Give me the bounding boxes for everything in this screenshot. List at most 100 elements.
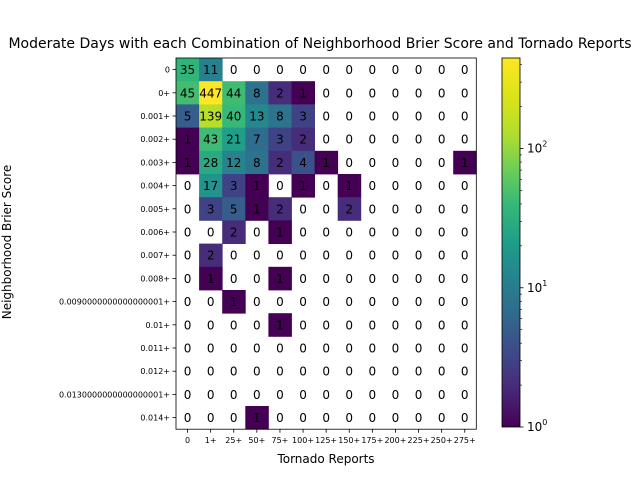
cell-value-label: 4 [299,156,307,170]
cell-value-label: 0 [299,318,307,332]
cell-value-label: 0 [392,295,400,309]
cell-value-label: 0 [345,411,353,425]
cell-value-label: 0 [461,179,469,193]
cell-value-label: 0 [322,63,330,77]
cell-value-label: 0 [322,249,330,263]
cell-value-label: 2 [230,226,238,240]
cell-value-label: 1 [276,318,284,332]
cell-value-label: 0 [438,411,446,425]
cell-value-label: 0 [415,179,423,193]
cell-value-label: 0 [369,411,377,425]
heatmap-cell [291,150,315,175]
cell-value-label: 28 [203,156,218,170]
cell-value-label: 0 [415,226,423,240]
heatmap-cell [291,127,315,152]
cell-value-label: 2 [345,202,353,216]
heatmap-cell [176,127,200,152]
heatmap-cell [176,58,200,82]
cell-value-label: 0 [322,202,330,216]
cell-value-label: 0 [345,249,353,263]
heatmap-cell [222,150,246,175]
cell-value-label: 2 [276,86,284,100]
cell-value-label: 0 [369,202,377,216]
cell-value-label: 0 [184,342,192,356]
cell-value-label: 1 [184,133,192,147]
cell-value-label: 0 [392,110,400,124]
cell-value-label: 0 [438,86,446,100]
cell-value-label: 3 [230,179,238,193]
cell-value-label: 0 [345,110,353,124]
cell-value-label: 0 [392,179,400,193]
cell-value-label: 0 [207,388,215,402]
cell-value-label: 0 [461,411,469,425]
cell-value-label: 0 [276,249,284,263]
y-tick-label: 0.001+ [140,112,170,121]
cell-value-label: 17 [203,179,218,193]
cell-value-label: 0 [276,342,284,356]
heatmap-cell [222,81,246,105]
cell-value-label: 0 [276,63,284,77]
heatmap-cell [291,81,315,105]
cell-value-label: 12 [226,156,241,170]
cell-value-label: 0 [392,156,400,170]
cell-value-label: 1 [253,411,261,425]
cell-value-label: 0 [461,318,469,332]
cell-value-label: 1 [230,295,238,309]
cell-value-label: 8 [253,86,261,100]
heatmap-cell [199,81,223,105]
cell-value-label: 0 [322,272,330,286]
cell-value-label: 21 [226,133,241,147]
cell-value-label: 0 [438,110,446,124]
heatmap-cell [176,81,200,105]
cell-value-label: 0 [299,295,307,309]
cell-value-label: 0 [369,249,377,263]
x-tick-label: 75+ [272,436,289,445]
cell-value-label: 0 [345,133,353,147]
cell-value-label: 0 [207,411,215,425]
heatmap-cell [199,174,223,198]
colorbar-tick-label: 100 [527,418,547,434]
x-tick-label: 275+ [454,436,476,445]
cell-value-label: 0 [461,272,469,286]
cell-value-label: 0 [438,63,446,77]
cell-value-label: 0 [322,133,330,147]
x-tick-label: 100+ [292,436,314,445]
cell-value-label: 447 [199,86,222,100]
heatmap-cell [199,104,223,128]
cell-value-label: 0 [415,86,423,100]
x-tick-label: 200+ [384,436,406,445]
y-tick-label: 0.014+ [140,414,170,423]
heatmap-cell [199,150,223,175]
x-tick-label: 175+ [361,436,383,445]
cell-value-label: 0 [415,133,423,147]
cell-value-label: 0 [415,365,423,379]
heatmap-cell [245,197,269,221]
cell-value-label: 0 [299,226,307,240]
x-axis-label: Tornado Reports [276,452,374,466]
cell-value-label: 0 [184,249,192,263]
cell-value-label: 0 [438,342,446,356]
cell-value-label: 0 [207,295,215,309]
cell-value-label: 0 [184,272,192,286]
cell-value-label: 0 [345,86,353,100]
cell-value-label: 1 [184,156,192,170]
cell-value-label: 139 [199,110,222,124]
x-tick-label: 0 [185,436,190,445]
colorbar-tick-label: 102 [527,140,547,156]
heatmap-cell [222,127,246,152]
cell-value-label: 0 [276,179,284,193]
heatmap-cell [245,406,269,430]
cell-value-label: 3 [276,133,284,147]
x-tick-label: 1+ [205,436,217,445]
cell-value-label: 0 [299,411,307,425]
cell-value-label: 0 [461,365,469,379]
heatmap-cell [245,127,269,152]
cell-value-label: 0 [322,226,330,240]
cell-value-label: 0 [299,249,307,263]
cell-value-label: 0 [230,411,238,425]
heatmap-value-labels: 35 11 0 0 0 0 0 0 0 0 0 0 045 447 44 8 2 1 0 0 0 0 0 0 05 139 40 13… [180,63,469,425]
cell-value-label: 0 [438,249,446,263]
cell-value-label: 0 [322,342,330,356]
cell-value-label: 0 [345,342,353,356]
cell-value-label: 0 [438,179,446,193]
